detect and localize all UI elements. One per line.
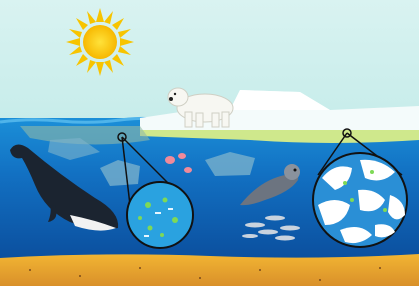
ice-closeup (313, 153, 407, 247)
plankton-closeup (127, 182, 193, 248)
illustration (0, 0, 419, 286)
sun (66, 8, 134, 76)
page (0, 0, 419, 286)
seafloor (0, 254, 419, 286)
